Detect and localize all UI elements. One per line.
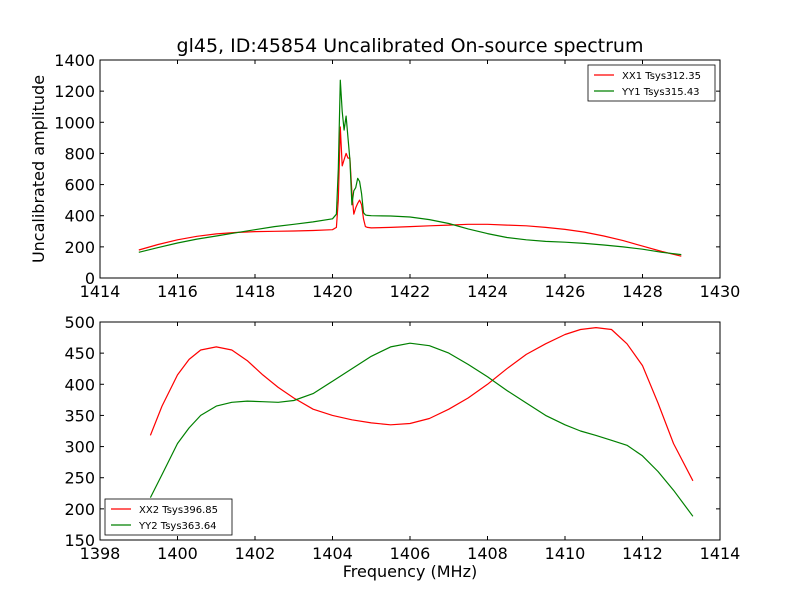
y-tick-label: 1400	[54, 51, 95, 70]
y-tick-label: 500	[64, 313, 95, 332]
y-tick-label: 350	[64, 406, 95, 425]
series-line-yy2	[149, 342, 694, 517]
x-tick-label: 1404	[312, 544, 353, 563]
y-tick-label: 250	[64, 469, 95, 488]
x-tick-label: 1416	[157, 282, 198, 301]
y-tick-label: 400	[64, 375, 95, 394]
series-line-yy1	[138, 79, 682, 256]
x-tick-label: 1418	[235, 282, 276, 301]
y-tick-label: 1000	[54, 113, 95, 132]
x-tick-label: 1398	[80, 544, 121, 563]
legend: XX1 Tsys312.35 YY1 Tsys315.43	[587, 64, 716, 102]
y-tick-label: 0	[85, 269, 95, 288]
y-tick-label: 1200	[54, 82, 95, 101]
legend-box	[104, 498, 233, 536]
x-tick-label: 1426	[545, 282, 586, 301]
x-tick-label: 1414	[80, 282, 121, 301]
x-tick-label: 1402	[235, 544, 276, 563]
x-tick-label: 1410	[545, 544, 586, 563]
bottom-panel: 1398 1400 1402 1404 1406 1408 1410 1412 1414 150 2…	[64, 313, 740, 581]
legend-entry: YY1 Tsys315.43	[621, 87, 700, 98]
x-tick-label: 1406	[390, 544, 431, 563]
x-axis-label: Frequency (MHz)	[343, 562, 477, 581]
x-tick-label: 1408	[467, 544, 508, 563]
legend-entry: XX2 Tsys396.85	[139, 505, 218, 516]
x-tick-label: 1414	[700, 544, 741, 563]
y-tick-label: 200	[64, 238, 95, 257]
chart-title: gl45, ID:45854 Uncalibrated On-source sp…	[177, 35, 644, 57]
y-tick-label: 300	[64, 438, 95, 457]
legend-entry: YY2 Tsys363.64	[138, 521, 217, 532]
legend-entry: XX1 Tsys312.35	[622, 71, 701, 82]
x-tick-label: 1424	[467, 282, 508, 301]
legend: XX2 Tsys396.85 YY2 Tsys363.64	[104, 498, 233, 536]
series-line-xx2	[149, 327, 694, 482]
y-tick-label: 800	[64, 144, 95, 163]
x-tick-label: 1412	[622, 544, 663, 563]
x-tick-label: 1400	[157, 544, 198, 563]
y-tick-label: 450	[64, 344, 95, 363]
x-tick-label: 1428	[622, 282, 663, 301]
x-tick-label: 1422	[390, 282, 431, 301]
x-tick-label: 1420	[312, 282, 353, 301]
x-tick-label: 1430	[700, 282, 741, 301]
series-line-xx1	[138, 126, 682, 257]
y-tick-label: 150	[64, 531, 95, 550]
top-panel: 1414 1416 1418 1420 1422 1424 1426 1428 1430 0 200…	[29, 51, 740, 301]
y-axis-label: Uncalibrated amplitude	[29, 75, 48, 263]
y-tick-label: 600	[64, 176, 95, 195]
y-tick-label: 200	[64, 500, 95, 519]
y-tick-label: 400	[64, 207, 95, 226]
legend-box	[587, 64, 716, 102]
